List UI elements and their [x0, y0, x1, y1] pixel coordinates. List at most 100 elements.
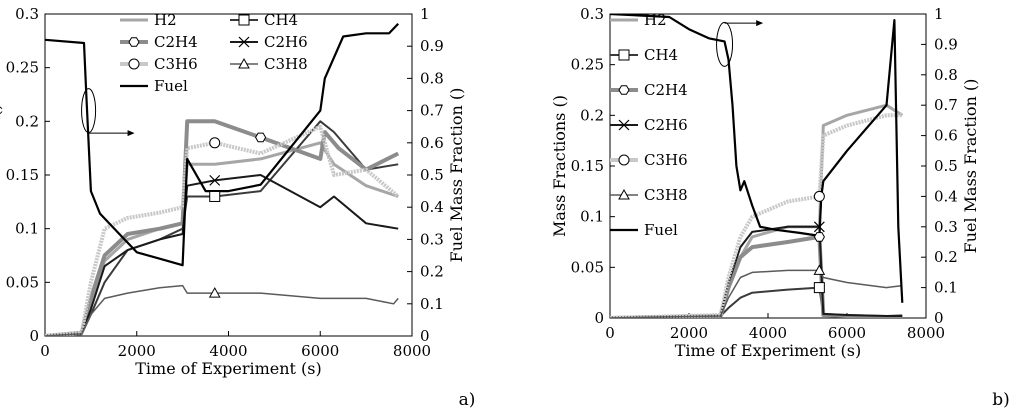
- series-marker-c2h6: [209, 174, 221, 186]
- legend-label: C2H6: [264, 33, 308, 51]
- y2-tick-label: 0.7: [934, 96, 958, 114]
- series-marker-ch4: [209, 190, 221, 202]
- series-line-c2h4: [610, 234, 903, 318]
- legend-marker: [618, 85, 630, 95]
- legend-label: H2: [644, 11, 667, 29]
- x-tick-label: 6000: [301, 342, 339, 360]
- y2-axis-label: Fuel Mass Fraction (): [961, 79, 980, 254]
- series-marker-c2h4: [813, 232, 825, 242]
- series-marker-c3h6: [209, 137, 221, 149]
- y2-tick-label: 0.9: [934, 35, 958, 53]
- legend-label: Fuel: [644, 221, 678, 239]
- legend-label: CH4: [644, 46, 678, 64]
- series-marker-c3h8: [813, 264, 826, 275]
- legend-marker: [618, 154, 630, 166]
- legend-marker: [238, 57, 250, 69]
- legend-label: Fuel: [154, 77, 188, 95]
- y-tick-label: 0.1: [15, 220, 39, 238]
- series-group: [45, 22, 400, 336]
- y2-tick-label: 0.6: [934, 127, 958, 145]
- x-tick-label: 0: [605, 324, 615, 342]
- y2-tick-label: 0.3: [934, 218, 958, 236]
- y-tick-label: 0.15: [6, 166, 39, 184]
- series-line-c3h6: [45, 124, 400, 336]
- panel-label: b): [992, 390, 1010, 410]
- y-tick-label: 0.25: [6, 59, 39, 77]
- legend-marker: [618, 49, 630, 61]
- y2-tick-label: 0.8: [420, 69, 444, 87]
- y-tick-label: 0: [594, 309, 604, 327]
- legend-marker: [618, 188, 630, 200]
- series-line-c2h4: [45, 119, 400, 336]
- y2-tick-label: 0.3: [420, 230, 444, 248]
- arrow-head: [127, 130, 135, 137]
- legend-marker: [128, 58, 140, 70]
- legend-marker: [238, 14, 250, 26]
- series-group: [610, 14, 904, 318]
- y-tick-label: 0.25: [571, 56, 604, 74]
- legend-label: CH4: [264, 11, 298, 29]
- y2-tick-label: 0: [934, 309, 944, 327]
- y2-tick-label: 0.6: [420, 134, 444, 152]
- y2-tick-label: 0.8: [934, 66, 958, 84]
- series-line-c3h8: [45, 284, 399, 336]
- x-tick-label: 8000: [907, 324, 945, 342]
- x-tick-label: 4000: [749, 324, 787, 342]
- y-tick-label: 0.1: [580, 208, 604, 226]
- series-marker-c2h6: [813, 221, 825, 233]
- legend-label: C3H6: [154, 55, 198, 73]
- y2-tick-label: 0.1: [934, 279, 958, 297]
- series-line-fuel: [45, 22, 399, 267]
- panel-label: a): [459, 390, 476, 410]
- series-marker-c3h6: [813, 190, 825, 202]
- legend-label: C3H8: [644, 186, 688, 204]
- y-tick-label: 0.2: [580, 106, 604, 124]
- y-tick-label: 0: [29, 327, 39, 345]
- y-tick-label: 0.3: [15, 5, 39, 23]
- y2-tick-label: 1: [420, 5, 430, 23]
- annotation-ellipse: [81, 88, 97, 134]
- series-marker-ch4: [813, 282, 825, 294]
- x-tick-label: 6000: [828, 324, 866, 342]
- x-tick-label: 2000: [118, 342, 156, 360]
- y-tick-label: 0.3: [580, 5, 604, 23]
- y-axis-label: Mass Fractions (): [0, 104, 4, 246]
- legend-marker: [618, 119, 630, 131]
- y2-tick-label: 0.9: [420, 37, 444, 55]
- x-tick-label: 0: [40, 342, 50, 360]
- legend-label: C3H8: [264, 55, 308, 73]
- x-tick-label: 4000: [209, 342, 247, 360]
- y2-tick-label: 0.1: [420, 295, 444, 313]
- legend-label: C3H6: [644, 151, 688, 169]
- y2-tick-label: 0.7: [420, 102, 444, 120]
- series-line-ch4: [610, 286, 903, 318]
- annotation-ellipse: [716, 21, 734, 67]
- plot-frame: [44, 13, 413, 337]
- x-tick-label: 2000: [670, 324, 708, 342]
- y-tick-label: 0.2: [15, 112, 39, 130]
- legend-label: H2: [154, 11, 177, 29]
- y2-tick-label: 0.2: [420, 263, 444, 281]
- legend-label: C2H6: [644, 116, 688, 134]
- x-tick-label: 8000: [393, 342, 431, 360]
- series-marker-c2h4: [255, 132, 267, 143]
- y2-tick-label: 0.5: [934, 157, 958, 175]
- y-tick-label: 0.15: [571, 157, 604, 175]
- y-tick-label: 0.05: [571, 258, 604, 276]
- y2-tick-label: 0.5: [420, 166, 444, 184]
- legend-marker: [128, 37, 140, 47]
- legend-label: C2H4: [154, 33, 198, 51]
- x-axis-label: Time of Experiment (s): [675, 341, 862, 360]
- series-line-c3h6: [610, 113, 903, 318]
- y2-axis-label: Fuel Mass Fraction (): [447, 88, 466, 263]
- y-tick-label: 0.05: [6, 273, 39, 291]
- legend-marker: [238, 36, 250, 48]
- x-axis-label: Time of Experiment (s): [135, 359, 322, 378]
- series-line-c3h8: [610, 269, 903, 318]
- arrow-head: [756, 20, 764, 27]
- y-axis-label: Mass Fractions (): [550, 95, 569, 237]
- y2-tick-label: 0.4: [420, 198, 444, 216]
- legend-label: C2H4: [644, 81, 688, 99]
- y2-tick-label: 0.2: [934, 248, 958, 266]
